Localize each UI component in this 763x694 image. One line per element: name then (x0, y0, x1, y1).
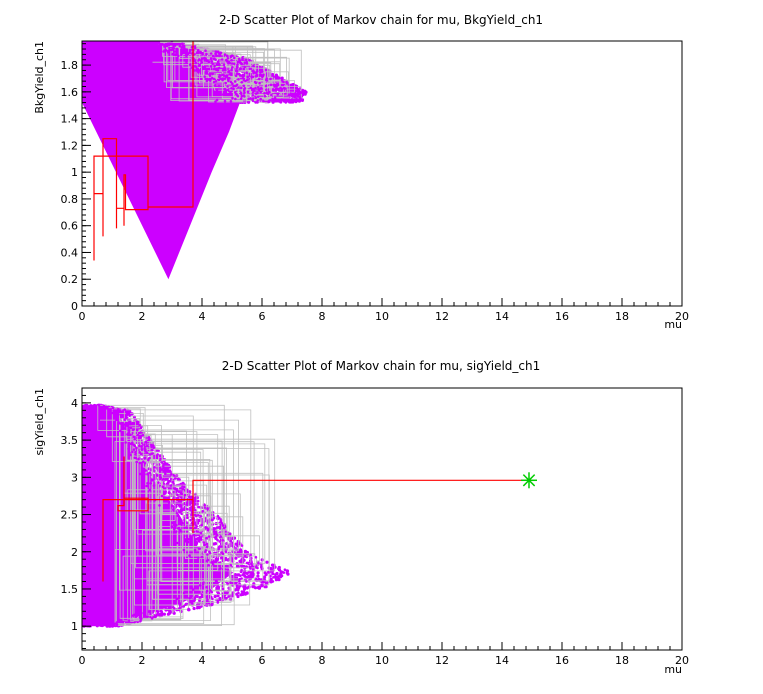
y-tick-label: 3 (71, 471, 78, 484)
x-tick-label: 20 (675, 654, 689, 667)
plot-2-burn-in-path (102, 456, 529, 582)
x-tick-label: 16 (555, 310, 569, 323)
y-tick-label: 0.8 (61, 193, 79, 206)
start-marker-stroke (522, 474, 536, 487)
plot-2-x-axis: 0 2 4 6 8 10 12 14 16 18 20 (79, 642, 689, 667)
x-tick-label: 2 (139, 654, 146, 667)
plot-1-point-cloud (82, 41, 308, 280)
x-tick-label: 0 (79, 654, 86, 667)
burn-in-line (93, 41, 194, 261)
burn-in-line (102, 456, 529, 582)
x-tick-label: 2 (139, 310, 146, 323)
plot-2-xlabel: mu (664, 663, 682, 676)
y-tick-label: 4 (71, 397, 78, 410)
x-tick-label: 14 (495, 654, 509, 667)
y-tick-label: 0.4 (61, 246, 79, 259)
y-tick-label: 2.5 (61, 509, 79, 522)
plot-2-start-marker (521, 472, 537, 489)
x-tick-label: 18 (615, 310, 629, 323)
x-tick-label: 6 (259, 654, 266, 667)
x-tick-label: 4 (199, 310, 206, 323)
plot-2-y-axis: 1 1.5 2 2.5 3 3.5 4 (61, 387, 91, 650)
scatter-outliers (141, 41, 304, 104)
plot-1-step-lines (141, 41, 304, 104)
plot-2-title: 2-D Scatter Plot of Markov chain for mu,… (222, 359, 541, 373)
x-tick-label: 14 (495, 310, 509, 323)
plot-2: 2-D Scatter Plot of Markov chain for mu,… (33, 359, 689, 676)
plot-1-burn-in-path (93, 41, 194, 261)
y-tick-label: 1 (71, 620, 78, 633)
plot-2-ylabel: sigYield_ch1 (33, 388, 46, 455)
y-tick-label: 2 (71, 546, 78, 559)
x-tick-label: 8 (319, 310, 326, 323)
y-tick-label: 1.5 (61, 583, 79, 596)
plot-1-ylabel: BkgYield_ch1 (33, 41, 46, 114)
y-tick-label: 1 (71, 166, 78, 179)
plot-1: 2-D Scatter Plot of Markov chain for mu,… (33, 13, 689, 331)
x-tick-label: 0 (79, 310, 86, 323)
plot-2-step-lines (97, 403, 287, 627)
plot-2-frame-group (81, 387, 683, 651)
x-tick-label: 16 (555, 654, 569, 667)
y-tick-label: 3.5 (61, 434, 79, 447)
plot-1-xlabel: mu (664, 318, 682, 331)
y-tick-label: 1.4 (61, 113, 79, 126)
x-tick-label: 18 (615, 654, 629, 667)
x-tick-label: 4 (199, 654, 206, 667)
plot-1-title: 2-D Scatter Plot of Markov chain for mu,… (219, 13, 543, 27)
plot-1-x-axis: 0 2 4 6 8 10 12 14 16 18 20 (79, 298, 689, 323)
y-tick-label: 0 (71, 300, 78, 313)
y-tick-label: 0.6 (61, 220, 79, 233)
x-tick-label: 12 (435, 654, 449, 667)
y-tick-label: 1.8 (61, 59, 79, 72)
x-tick-label: 6 (259, 310, 266, 323)
x-tick-label: 10 (375, 654, 389, 667)
scatter-outliers (97, 403, 287, 627)
x-tick-label: 12 (435, 310, 449, 323)
x-tick-label: 8 (319, 654, 326, 667)
plot-1-y-axis: 0 0.2 0.4 0.6 0.8 1 1.2 1.4 1.6 1.8 (61, 43, 91, 313)
x-tick-label: 10 (375, 310, 389, 323)
chain-steps (97, 404, 276, 626)
plot-1-frame-group (81, 40, 683, 307)
y-tick-label: 1.6 (61, 86, 79, 99)
y-tick-label: 0.2 (61, 273, 79, 286)
y-tick-label: 1.2 (61, 139, 79, 152)
x-tick-label: 20 (675, 310, 689, 323)
